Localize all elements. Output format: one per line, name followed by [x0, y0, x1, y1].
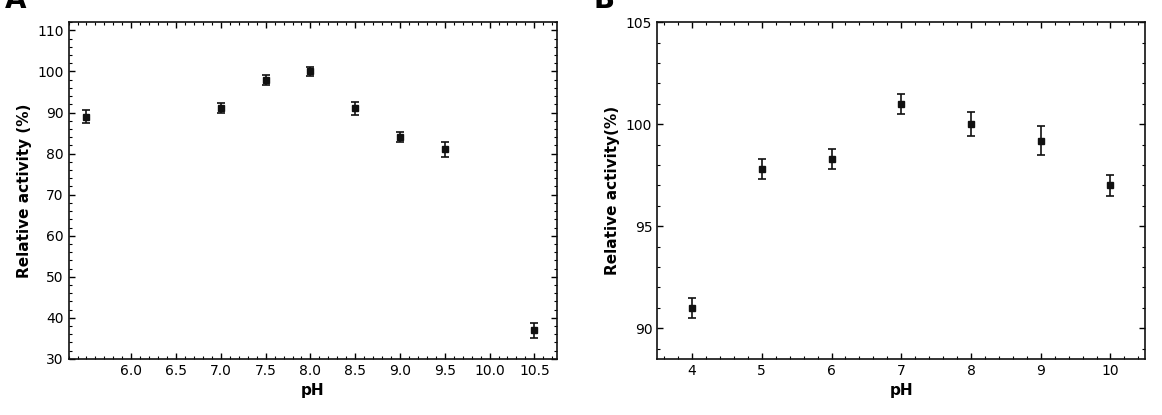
- X-axis label: pH: pH: [889, 383, 913, 398]
- Y-axis label: Relative activity (%): Relative activity (%): [16, 103, 31, 278]
- X-axis label: pH: pH: [301, 383, 324, 398]
- Text: A: A: [5, 0, 27, 14]
- Text: B: B: [594, 0, 615, 14]
- Y-axis label: Relative activity(%): Relative activity(%): [605, 106, 621, 275]
